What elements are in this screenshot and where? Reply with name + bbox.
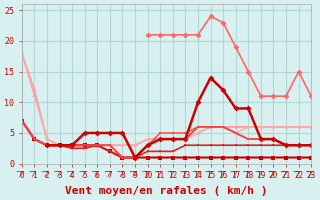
X-axis label: Vent moyen/en rafales ( km/h ): Vent moyen/en rafales ( km/h ) [65, 186, 268, 196]
